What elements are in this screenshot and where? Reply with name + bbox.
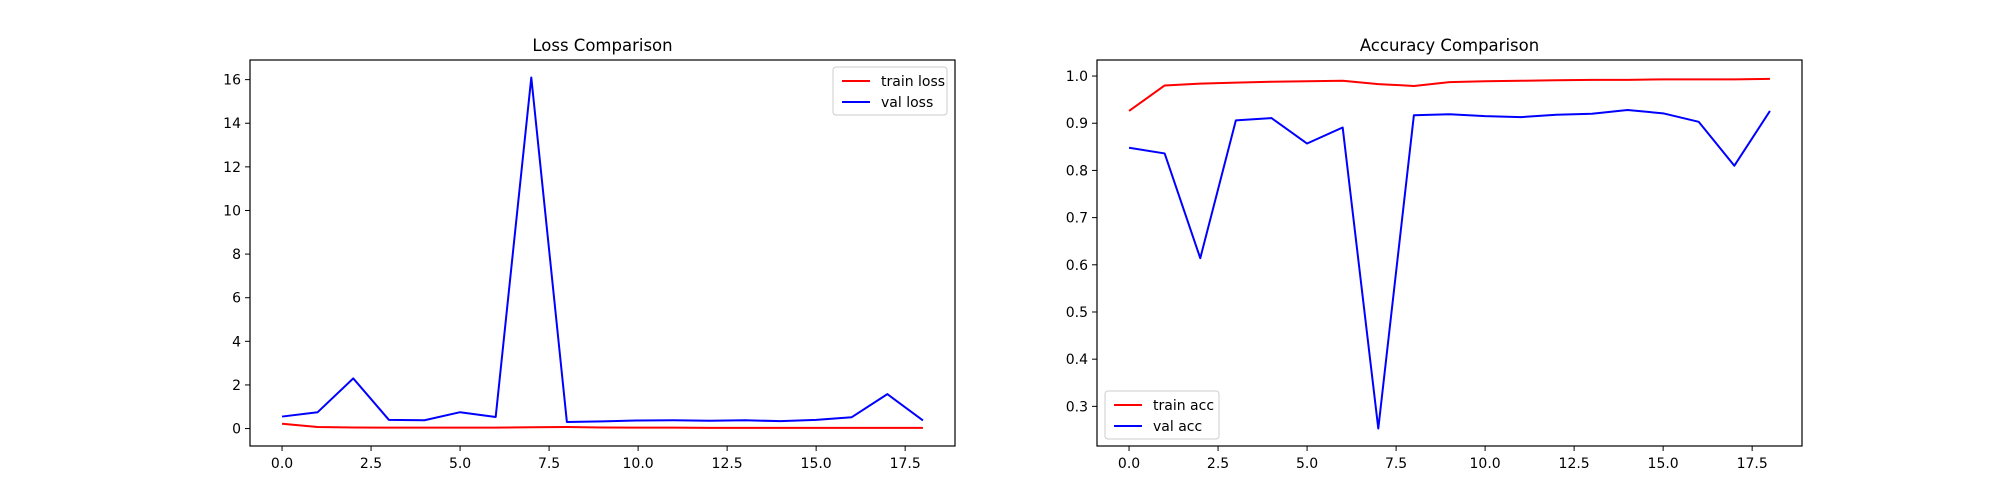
y-tick-label: 1.0 <box>1066 69 1088 85</box>
chart-title: Loss Comparison <box>532 36 672 55</box>
plot-frame <box>249 59 956 447</box>
y-tick-label: 10 <box>223 203 241 219</box>
x-tick-label: 2.5 <box>360 456 382 472</box>
y-tick-label: 0.5 <box>1066 305 1088 321</box>
legend-label-train-loss: train loss <box>881 74 945 90</box>
series-line-val-loss <box>281 76 924 424</box>
plot-frame <box>1096 59 1803 447</box>
plot-lines <box>281 76 924 429</box>
y-tick-label: 0.9 <box>1066 116 1088 132</box>
x-axis: 0.0 2.5 5.0 7.5 10.0 12.5 15.0 17.5 <box>271 446 921 472</box>
y-tick-label: 0.4 <box>1066 352 1088 368</box>
y-tick-label: 0 <box>232 422 241 438</box>
x-tick-label: 5.0 <box>1296 456 1318 472</box>
x-tick-label: 12.5 <box>712 456 743 472</box>
series-line-train-loss <box>281 422 923 429</box>
legend-label-train-acc: train acc <box>1153 398 1214 414</box>
x-tick-label: 15.0 <box>1648 456 1679 472</box>
y-tick-label: 0.7 <box>1066 211 1088 227</box>
series-line-val-acc <box>1128 109 1771 430</box>
x-axis: 0.0 2.5 5.0 7.5 10.0 12.5 15.0 17.5 <box>1118 446 1768 472</box>
legend: train acc val acc <box>1104 390 1220 440</box>
legend: train loss val loss <box>832 66 948 116</box>
x-tick-label: 15.0 <box>801 456 832 472</box>
x-tick-label: 0.0 <box>1118 456 1140 472</box>
x-tick-label: 10.0 <box>1470 456 1501 472</box>
x-tick-label: 5.0 <box>449 456 471 472</box>
y-tick-label: 0.6 <box>1066 258 1088 274</box>
y-tick-label: 2 <box>232 378 241 394</box>
y-axis: 0 2 4 6 8 10 12 14 16 <box>223 73 250 438</box>
legend-label-val-acc: val acc <box>1153 419 1202 435</box>
loss-comparison-chart: Loss Comparison 0.0 2.5 5.0 7.5 10.0 12.5 15.0… <box>223 36 956 472</box>
x-tick-label: 7.5 <box>1385 456 1407 472</box>
x-tick-label: 10.0 <box>623 456 654 472</box>
x-tick-label: 7.5 <box>538 456 560 472</box>
y-tick-label: 4 <box>232 334 241 350</box>
x-tick-label: 0.0 <box>271 456 293 472</box>
y-tick-label: 16 <box>223 73 241 89</box>
y-tick-label: 0.8 <box>1066 163 1088 179</box>
series-line-train-acc <box>1128 77 1770 112</box>
y-tick-label: 0.3 <box>1066 399 1088 415</box>
y-tick-label: 6 <box>232 291 241 307</box>
y-tick-label: 14 <box>223 116 241 132</box>
y-tick-label: 12 <box>223 160 241 176</box>
x-tick-label: 12.5 <box>1559 456 1590 472</box>
plot-lines <box>1128 77 1771 430</box>
legend-label-val-loss: val loss <box>881 95 933 111</box>
x-tick-label: 17.5 <box>1737 456 1768 472</box>
chart-title: Accuracy Comparison <box>1360 36 1539 55</box>
x-tick-label: 17.5 <box>890 456 921 472</box>
y-tick-label: 8 <box>232 247 241 263</box>
x-tick-label: 2.5 <box>1207 456 1229 472</box>
accuracy-comparison-chart: Accuracy Comparison 0.0 2.5 5.0 7.5 10.0 12.5… <box>1066 36 1803 472</box>
y-axis: 0.3 0.4 0.5 0.6 0.7 0.8 0.9 1.0 <box>1066 69 1097 415</box>
